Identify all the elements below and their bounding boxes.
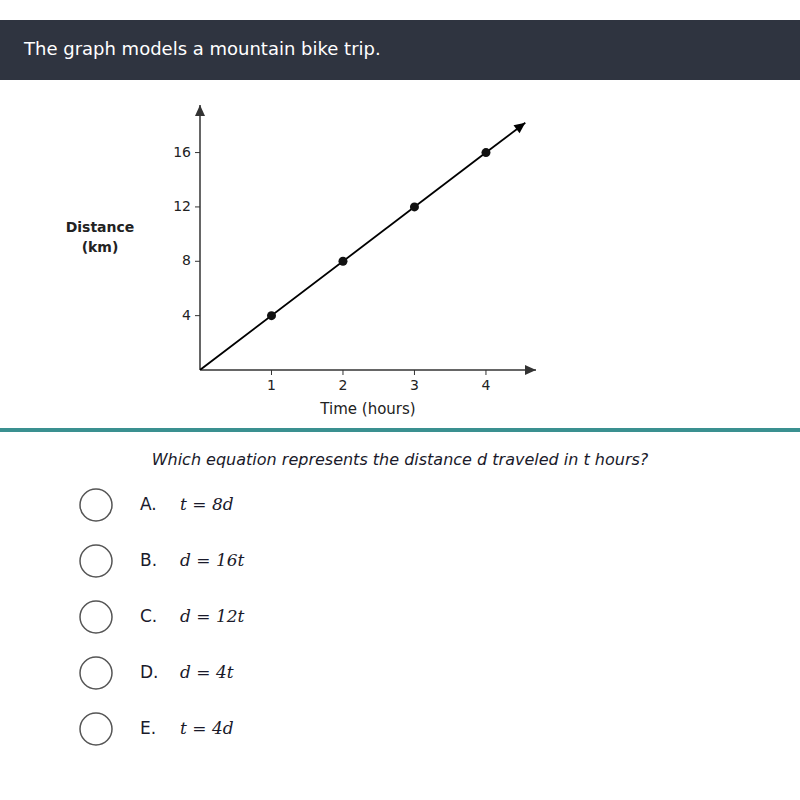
line-arrow <box>513 123 525 134</box>
point <box>267 311 276 320</box>
x-tick <box>485 370 486 375</box>
axes: 1234481216 <box>173 105 536 393</box>
title: The graph models a mountain bike trip. <box>23 38 381 59</box>
x-tick <box>342 370 343 375</box>
x-tick <box>271 370 272 375</box>
x-tick <box>414 370 415 375</box>
y-tick <box>195 315 200 316</box>
option-circle <box>80 545 112 577</box>
x-axis-arrow <box>525 365 536 375</box>
option-circle <box>80 489 112 521</box>
option-equation: t = 8d <box>180 494 234 514</box>
point <box>410 202 419 211</box>
x-tick-label: 3 <box>410 377 419 393</box>
y-tick <box>195 261 200 262</box>
option-circle <box>80 713 112 745</box>
option-equation: d = 16t <box>180 550 245 570</box>
option-equation: d = 4t <box>180 662 234 682</box>
y-tick <box>195 206 200 207</box>
option-label: C. <box>140 606 157 626</box>
point <box>338 257 347 266</box>
option-label: B. <box>140 550 157 570</box>
x-axis-label: Time (hours) <box>319 400 415 418</box>
chart: The graph models a mountain bike trip.12… <box>0 0 800 800</box>
option-equation: d = 12t <box>180 606 245 626</box>
y-axis-label-line: (km) <box>82 239 119 255</box>
point <box>481 148 490 157</box>
y-tick-label: 8 <box>182 252 191 268</box>
y-axis-line <box>199 105 201 370</box>
background <box>0 0 800 800</box>
x-tick-label: 1 <box>267 377 276 393</box>
x-tick-label: 4 <box>481 377 490 393</box>
line <box>200 123 525 370</box>
y-axis-label: Distance (km) <box>66 219 135 255</box>
y-axis-label-line: Distance <box>66 219 135 235</box>
header-band <box>0 20 800 80</box>
y-tick-label: 12 <box>173 198 191 214</box>
option-equation: t = 4d <box>180 718 234 738</box>
plot-area <box>200 123 525 370</box>
option-label: A. <box>140 494 157 514</box>
question: Which equation represents the distance d… <box>152 450 649 469</box>
y-tick <box>195 152 200 153</box>
y-tick-label: 4 <box>182 307 191 323</box>
option-label: E. <box>140 718 156 738</box>
separator <box>0 428 800 432</box>
y-axis-arrow <box>195 105 205 116</box>
x-tick-label: 2 <box>339 377 348 393</box>
y-tick-label: 16 <box>173 144 191 160</box>
option-circle <box>80 601 112 633</box>
option-label: D. <box>140 662 159 682</box>
option-circle <box>80 657 112 689</box>
